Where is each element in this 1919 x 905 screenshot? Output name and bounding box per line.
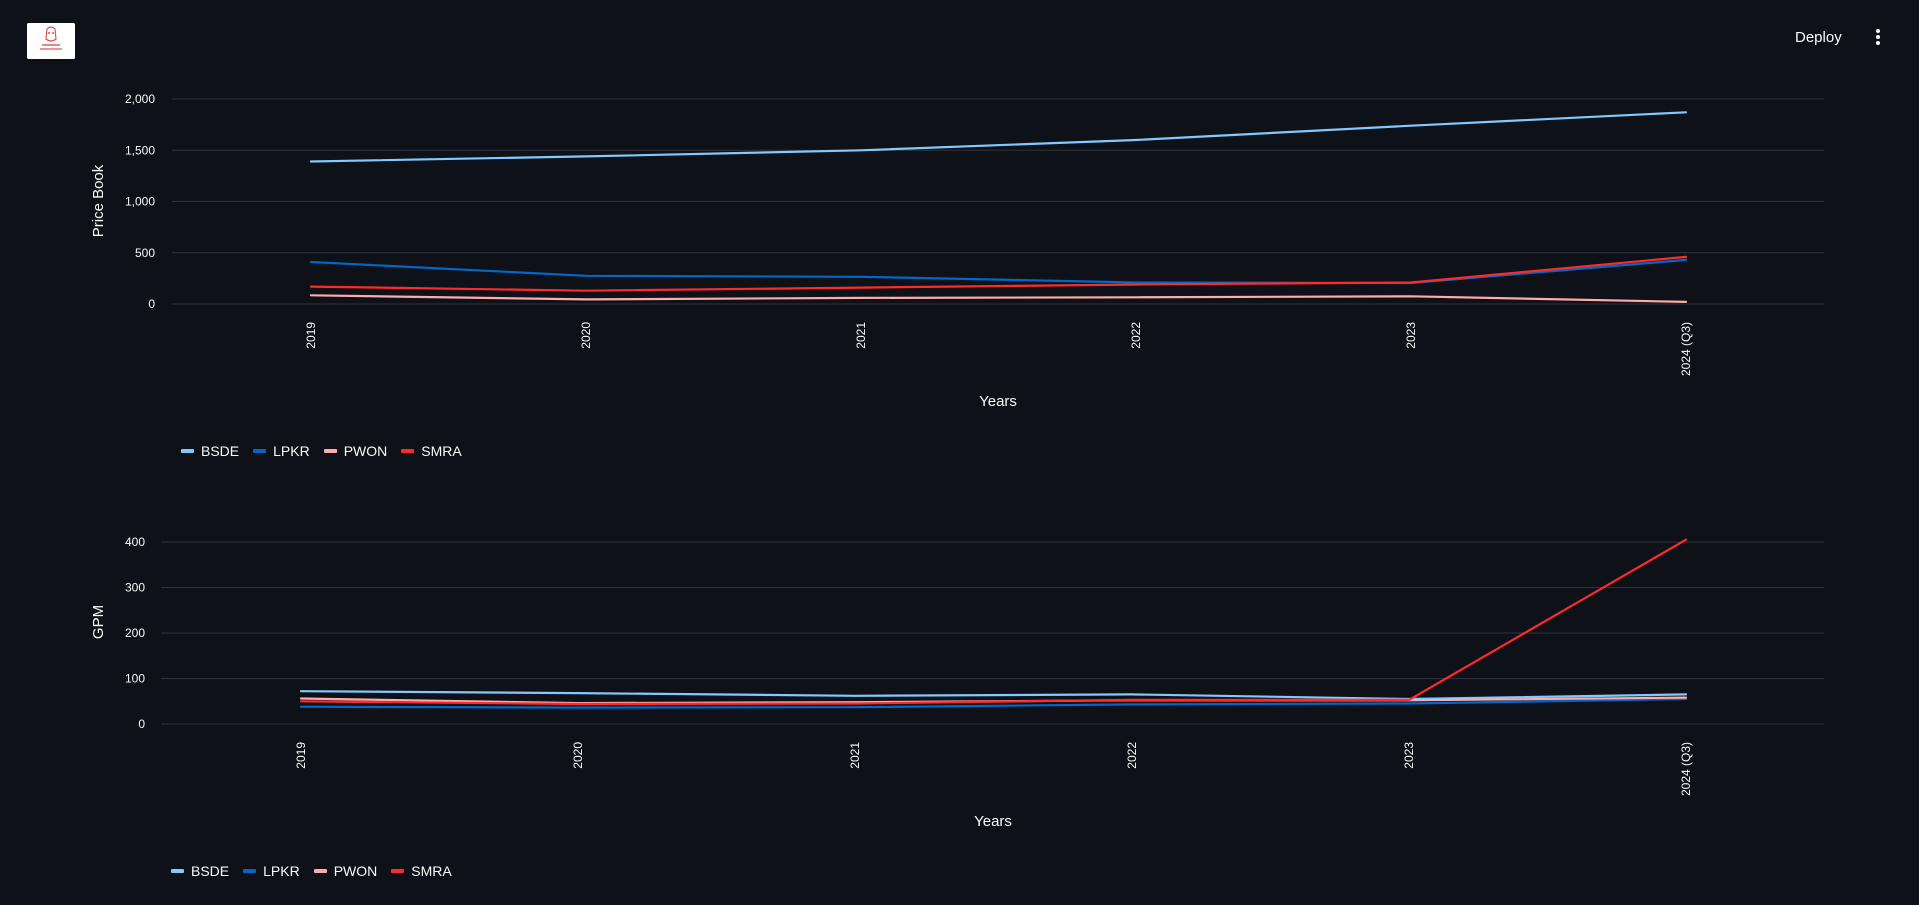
legend-swatch: [391, 869, 405, 873]
gpm-legend: BSDE LPKR PWON SMRA: [171, 863, 452, 879]
price-book-series-line-pwon[interactable]: [309, 294, 1688, 303]
price-book-gridlines: [172, 98, 1824, 305]
gpm-y-tick-label: 300: [125, 581, 145, 595]
gpm-x-tick-label: 2021: [848, 742, 862, 769]
price-book-series-line-bsde[interactable]: [309, 111, 1688, 163]
price-book-x-tick-label: 2022: [1129, 322, 1143, 349]
price-book-chart: 0 500 1,000 1,500 2,000 2019 2020 2021 2022 2023…: [90, 92, 1824, 410]
legend-label: LPKR: [263, 863, 300, 879]
app-logo: [27, 23, 75, 59]
gpm-gridlines: [161, 541, 1824, 725]
price-book-legend-item-smra[interactable]: SMRA: [401, 443, 462, 459]
gpm-y-axis: 0 100 200 300 400: [125, 535, 145, 731]
gpm-x-axis-title: Years: [974, 813, 1012, 830]
legend-label: SMRA: [411, 863, 452, 879]
price-book-legend: BSDE LPKR PWON SMRA: [181, 443, 462, 459]
price-book-y-axis-title: Price Book: [90, 164, 107, 237]
legend-swatch: [401, 449, 415, 453]
legend-swatch: [253, 449, 267, 453]
legend-swatch: [181, 449, 194, 453]
price-book-x-tick-label: 2021: [854, 322, 868, 349]
gpm-y-tick-label: 400: [125, 535, 145, 549]
deploy-button[interactable]: Deploy: [1795, 28, 1842, 46]
gpm-series-line-smra[interactable]: [299, 538, 1688, 706]
gpm-x-axis: 2019 2020 2021 2022 2023 2024 (Q3): [294, 742, 1693, 796]
price-book-series: [309, 111, 1688, 303]
gpm-y-axis-title: GPM: [90, 605, 107, 639]
price-book-legend-item-pwon[interactable]: PWON: [323, 443, 388, 459]
gpm-x-tick-label: 2024 (Q3): [1679, 742, 1693, 796]
gpm-legend-item-pwon[interactable]: PWON: [313, 863, 378, 879]
legend-swatch: [171, 869, 184, 873]
price-book-y-tick-label: 1,500: [125, 143, 155, 157]
gpm-chart: 0 100 200 300 400 2019 2020 2021 2022 2023 2024 (…: [90, 535, 1824, 830]
price-book-series-line-smra[interactable]: [309, 255, 1688, 292]
gpm-x-tick-label: 2020: [571, 742, 585, 769]
gpm-legend-item-lpkr[interactable]: LPKR: [243, 863, 300, 879]
gpm-x-tick-label: 2023: [1402, 742, 1416, 769]
legend-label: BSDE: [201, 443, 240, 459]
gpm-x-tick-label: 2022: [1125, 742, 1139, 769]
logo-icon: [27, 23, 75, 59]
price-book-y-tick-label: 500: [135, 246, 155, 260]
legend-label: SMRA: [421, 443, 462, 459]
main-menu-button[interactable]: [1868, 24, 1888, 50]
gpm-y-tick-label: 200: [125, 626, 145, 640]
gpm-series: [299, 538, 1688, 709]
gpm-y-tick-label: 100: [125, 672, 145, 686]
gpm-series-line-bsde[interactable]: [299, 690, 1688, 701]
price-book-x-tick-label: 2024 (Q3): [1679, 322, 1693, 376]
gpm-x-tick-label: 2019: [294, 742, 308, 769]
price-book-x-tick-label: 2020: [579, 322, 593, 349]
app-header: Deploy: [0, 0, 1919, 72]
price-book-y-axis: 0 500 1,000 1,500 2,000: [125, 92, 155, 311]
price-book-y-tick-label: 2,000: [125, 92, 155, 106]
price-book-x-axis-title: Years: [979, 393, 1017, 410]
price-book-y-tick-label: 0: [148, 297, 155, 311]
gpm-y-tick-label: 0: [138, 717, 145, 731]
legend-swatch: [243, 869, 257, 873]
vertical-ellipsis-icon: [1876, 29, 1880, 45]
legend-label: LPKR: [273, 443, 310, 459]
legend-label: PWON: [343, 443, 388, 459]
legend-label: BSDE: [191, 863, 230, 879]
price-book-x-tick-label: 2023: [1404, 322, 1418, 349]
legend-swatch: [313, 869, 327, 873]
legend-label: PWON: [333, 863, 378, 879]
price-book-x-axis: 2019 2020 2021 2022 2023 2024 (Q3): [304, 322, 1693, 376]
price-book-legend-item-bsde[interactable]: BSDE: [181, 443, 239, 459]
price-book-y-tick-label: 1,000: [125, 195, 155, 209]
gpm-series-line-lpkr[interactable]: [299, 697, 1688, 709]
price-book-legend-item-lpkr[interactable]: LPKR: [253, 443, 310, 459]
gpm-legend-item-bsde[interactable]: BSDE: [171, 863, 229, 879]
price-book-x-tick-label: 2019: [304, 322, 318, 349]
gpm-legend-item-smra[interactable]: SMRA: [391, 863, 452, 879]
legend-swatch: [323, 449, 337, 453]
